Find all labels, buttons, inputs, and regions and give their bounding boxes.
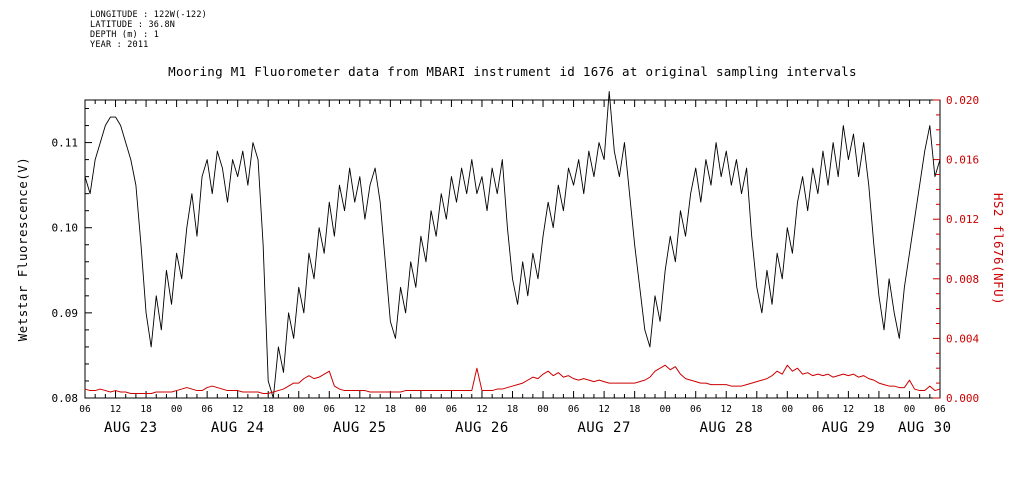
y-right-tick-label: 0.020 [946,94,979,107]
y-left-tick-label: 0.11 [52,137,79,150]
x-hour-label: 12 [598,404,609,415]
x-hour-label: 18 [140,404,152,415]
metadata-block: LONGITUDE : 122W(-122) LATITUDE : 36.8N … [90,10,207,50]
x-date-label: AUG 25 [333,420,387,436]
y-left-tick-label: 0.10 [52,222,79,235]
meta-latitude: LATITUDE : 36.8N [90,20,176,30]
x-hour-label: 00 [415,404,427,415]
plot-border [84,99,941,399]
y-left-tick-label: 0.09 [52,307,79,320]
y-left-axis-title: Wetstar Fluorescence(V) [15,157,30,342]
y-left-tick-label: 0.08 [52,392,79,405]
x-hour-label: 12 [232,404,243,415]
hs2-fl676-line [84,364,941,395]
x-hour-label: 06 [934,404,946,415]
x-hour-label: 12 [721,404,732,415]
x-hour-label: 12 [354,404,365,415]
x-hour-label: 00 [782,404,794,415]
x-hour-label: 12 [476,404,487,415]
x-hour-label: 00 [171,404,183,415]
y-right-tick-label: 0.004 [946,332,979,345]
x-date-label: AUG 23 [104,420,158,436]
meta-longitude: LONGITUDE : 122W(-122) [90,10,207,20]
x-hour-label: 06 [446,404,458,415]
x-date-label: AUG 28 [699,420,753,436]
x-hour-label: 18 [629,404,641,415]
x-date-label: AUG 27 [577,420,631,436]
x-hour-label: 18 [873,404,885,415]
x-hour-label: 06 [690,404,702,415]
x-hour-label: 06 [812,404,824,415]
y-right-tick-label: 0.016 [946,154,979,167]
chart-title: Mooring M1 Fluorometer data from MBARI i… [168,64,857,79]
x-hour-label: 06 [324,404,336,415]
meta-depth: DEPTH (m) : 1 [90,30,160,40]
y-right-tick-label: 0.008 [946,273,979,286]
x-hour-label: 06 [568,404,580,415]
x-hour-label: 18 [507,404,519,415]
wetstar-fluorescence-line [84,91,941,399]
x-hour-label: 12 [110,404,121,415]
y-right-tick-label: 0.012 [946,213,979,226]
x-date-label: AUG 26 [455,420,509,436]
x-hour-label: 18 [385,404,397,415]
x-date-label: AUG 30 [898,420,952,436]
x-hour-label: 00 [293,404,305,415]
y-right-axis-title: HS2 fl676(NFU) [991,193,1006,305]
x-hour-label: 18 [751,404,763,415]
meta-year: YEAR : 2011 [90,40,149,50]
y-right-tick-label: 0.000 [946,392,979,405]
x-date-label: AUG 24 [211,420,265,436]
x-date-label: AUG 29 [822,420,876,436]
x-hour-label: 00 [904,404,916,415]
x-hour-label: 12 [843,404,854,415]
x-hour-label: 06 [79,404,91,415]
x-hour-label: 06 [201,404,213,415]
x-hour-label: 00 [659,404,671,415]
x-hour-label: 18 [262,404,274,415]
x-hour-label: 00 [537,404,549,415]
